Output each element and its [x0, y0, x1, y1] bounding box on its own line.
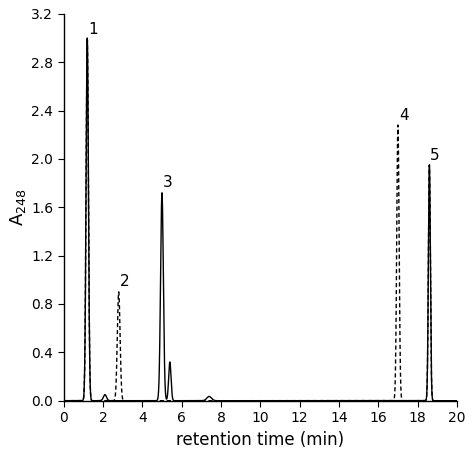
Text: 1: 1: [88, 22, 98, 37]
X-axis label: retention time (min): retention time (min): [176, 430, 344, 449]
Text: 4: 4: [399, 108, 409, 122]
Text: 3: 3: [163, 175, 173, 190]
Y-axis label: A$_{248}$: A$_{248}$: [9, 188, 28, 226]
Text: 5: 5: [430, 148, 440, 163]
Text: 2: 2: [120, 275, 129, 289]
